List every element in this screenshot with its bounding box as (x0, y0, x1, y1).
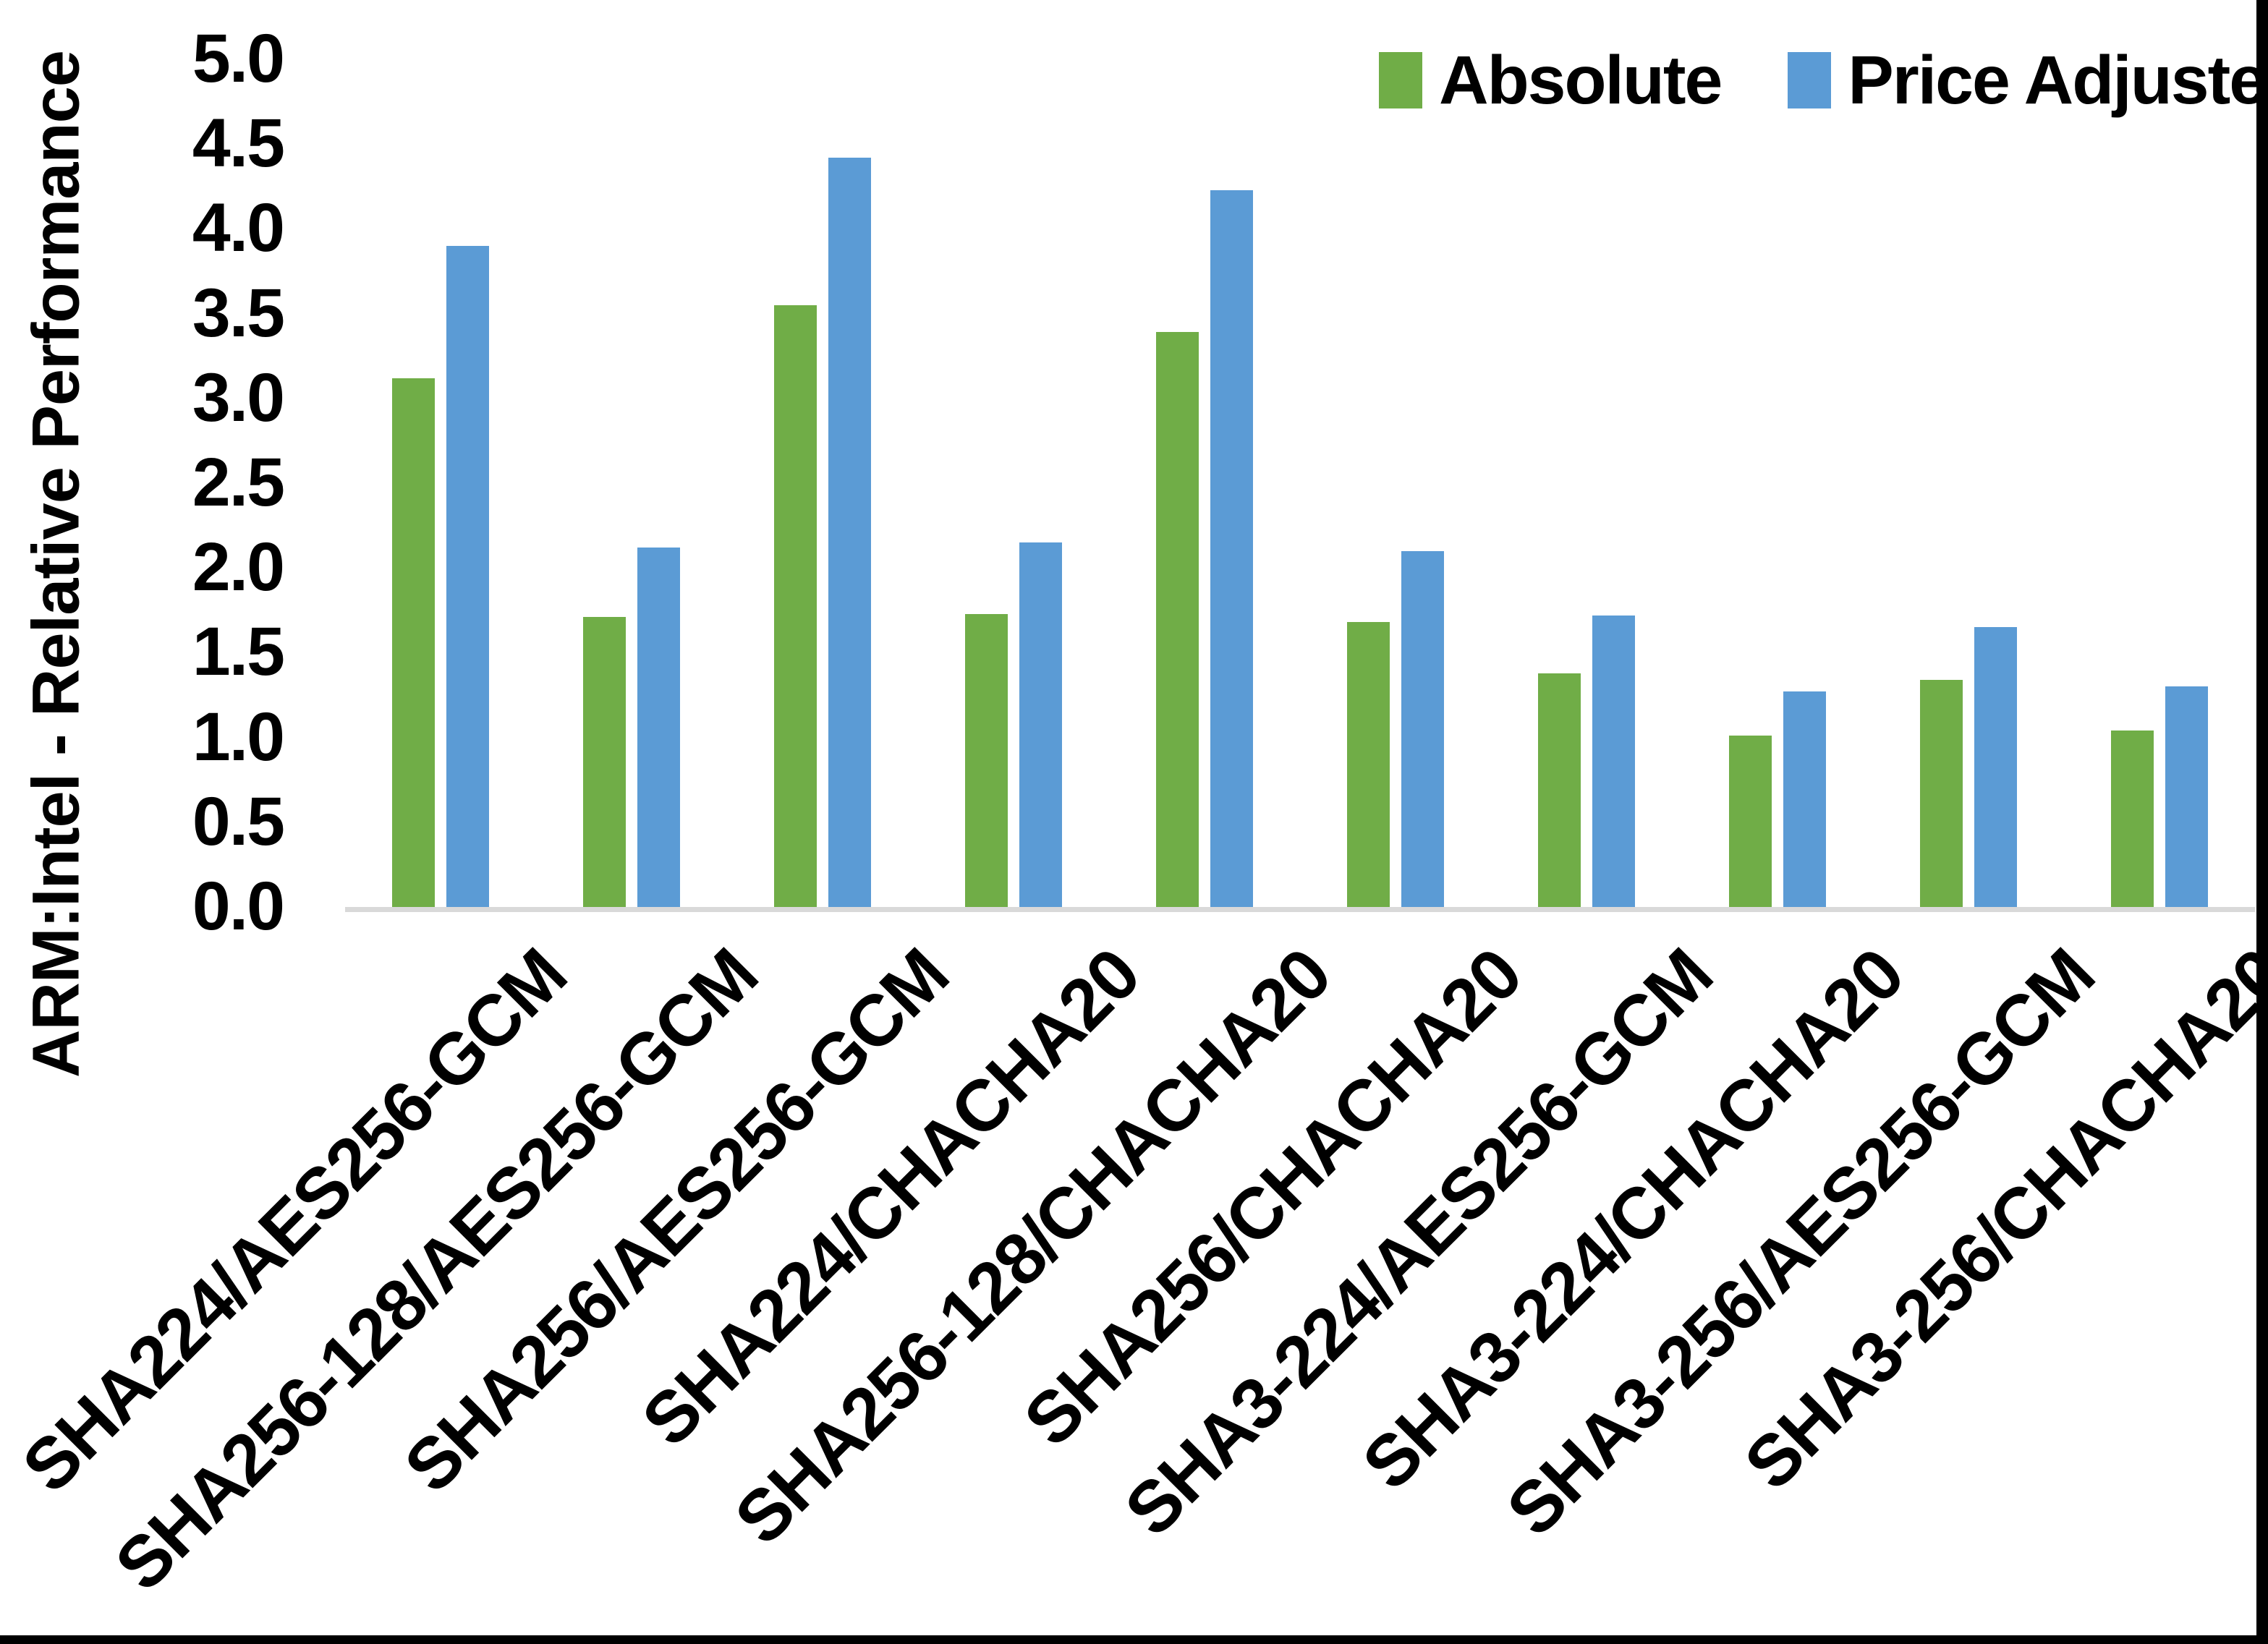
y-tick-label: 3.5 (192, 274, 285, 352)
bar-group (1682, 59, 1873, 907)
legend-label-price-adjusted: Price Adjusted (1848, 42, 2268, 119)
figure-bottom-border (0, 1635, 2268, 1644)
bar-price-adjusted (1974, 627, 2017, 907)
bar-price-adjusted (446, 245, 489, 907)
bar-absolute (1920, 679, 1963, 907)
plot-area (345, 59, 2255, 907)
bar-absolute (392, 378, 435, 907)
y-tick-label: 3.0 (192, 359, 285, 436)
bar-price-adjusted (1783, 691, 1826, 907)
bar-absolute (583, 617, 626, 907)
legend-swatch-absolute (1379, 52, 1422, 108)
legend-item-absolute: Absolute (1379, 42, 1723, 119)
bar-price-adjusted (1019, 542, 1062, 907)
legend-item-price-adjusted: Price Adjusted (1788, 42, 2268, 119)
bar-group (345, 59, 536, 907)
legend: Absolute Price Adjusted (1379, 42, 2268, 119)
bar-group (2064, 59, 2255, 907)
y-tick-label: 1.0 (192, 698, 285, 775)
bar-price-adjusted (828, 157, 871, 907)
bar-group (1491, 59, 1682, 907)
bar-price-adjusted (1401, 550, 1444, 907)
y-tick-label: 0.5 (192, 783, 285, 860)
bar-group (727, 59, 918, 907)
bar-group (1109, 59, 1300, 907)
y-tick-label: 2.5 (192, 444, 285, 521)
y-axis-title: ARM:Intel - Relative Performance (19, 51, 93, 1078)
bar-price-adjusted (1592, 615, 1635, 907)
bar-price-adjusted (1210, 189, 1253, 907)
bar-group (1873, 59, 2064, 907)
bar-absolute (1729, 736, 1772, 907)
y-tick-label: 5.0 (192, 20, 285, 97)
figure-right-border (2256, 0, 2268, 1644)
legend-swatch-price-adjusted (1788, 52, 1832, 108)
y-tick-label: 2.0 (192, 529, 285, 606)
y-tick-label: 4.5 (192, 105, 285, 182)
bar-absolute (2111, 731, 2154, 907)
bar-group (1300, 59, 1491, 907)
bar-absolute (1156, 332, 1199, 907)
bar-absolute (774, 304, 817, 907)
legend-label-absolute: Absolute (1439, 42, 1723, 119)
y-tick-label: 0.0 (192, 868, 285, 945)
bar-group (536, 59, 727, 907)
bar-absolute (1538, 673, 1581, 907)
bar-absolute (965, 613, 1008, 907)
bar-price-adjusted (2165, 686, 2208, 907)
x-axis-line (345, 907, 2255, 912)
y-tick-label: 1.5 (192, 613, 285, 691)
y-tick-label: 4.0 (192, 189, 285, 267)
bar-group (918, 59, 1109, 907)
bar-price-adjusted (637, 548, 680, 907)
bar-absolute (1347, 622, 1390, 907)
